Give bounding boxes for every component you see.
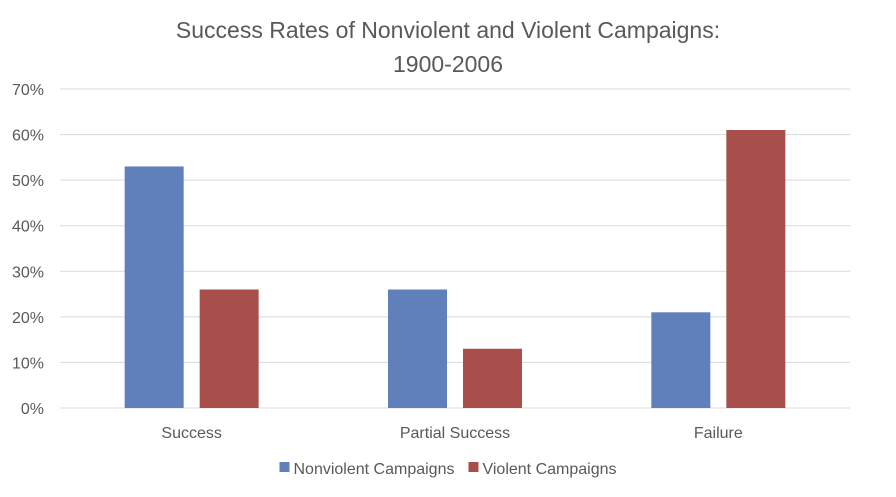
y-tick-label: 0% [21, 401, 44, 418]
y-tick-label: 10% [12, 355, 44, 372]
chart-title: Success Rates of Nonviolent and Violent … [176, 17, 720, 77]
y-tick-label: 60% [12, 128, 44, 145]
x-axis-tick-labels: Success Partial Success Failure [161, 425, 742, 442]
y-tick-label: 50% [12, 173, 44, 190]
y-tick-label: 70% [12, 82, 44, 99]
legend-swatch [279, 462, 290, 472]
y-tick-label: 30% [12, 264, 44, 281]
bar-failure-violent [726, 130, 786, 408]
bar-partial-success-violent [463, 348, 522, 408]
bar-partial-success-nonviolent [388, 289, 447, 408]
x-tick-label: Partial Success [400, 425, 510, 442]
y-tick-label: 20% [12, 310, 44, 327]
bar-success-nonviolent [124, 166, 184, 408]
legend-label: Violent Campaigns [482, 461, 616, 478]
legend-swatch [468, 462, 479, 472]
x-tick-label: Failure [694, 425, 743, 442]
y-tick-label: 40% [12, 219, 44, 236]
bars [124, 130, 786, 408]
bar-failure-nonviolent [651, 312, 711, 408]
y-axis-tick-labels: 0% 10% 20% 30% 40% 50% 60% 70% [12, 82, 44, 418]
legend-label: Nonviolent Campaigns [294, 461, 455, 478]
chart-title-line-1: Success Rates of Nonviolent and Violent … [176, 17, 720, 43]
bar-success-violent [199, 289, 259, 408]
x-tick-label: Success [161, 425, 221, 442]
legend: Nonviolent Campaigns Violent Campaigns [279, 461, 617, 478]
gridlines [60, 88, 850, 409]
chart-title-line-2: 1900-2006 [393, 51, 503, 77]
